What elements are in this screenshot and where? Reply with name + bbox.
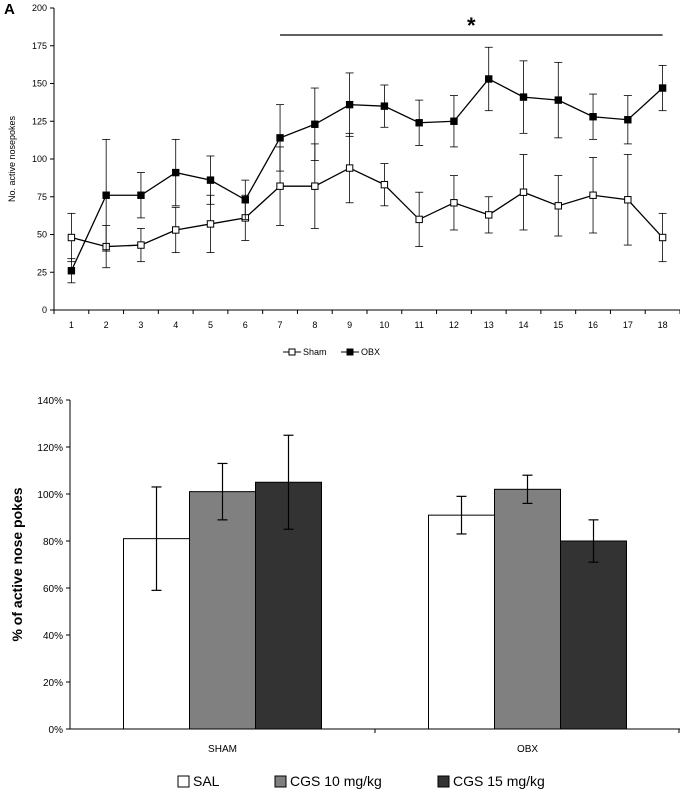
data-point-sham (415, 215, 423, 224)
data-point-obx (67, 267, 76, 275)
data-point-obx (589, 113, 597, 121)
legend-label-a: OBX (361, 347, 380, 357)
y-tick-label-b: 0% (49, 725, 64, 736)
x-tick-label-a: 7 (278, 320, 283, 330)
data-point-sham (311, 182, 319, 190)
x-tick-label-a: 2 (104, 320, 109, 330)
x-tick-label-a: 17 (623, 320, 633, 330)
data-point-obx (485, 75, 493, 83)
y-tick-label-b: 20% (43, 678, 63, 689)
legend-marker-a (288, 348, 296, 356)
y-tick-label-b: 100% (37, 490, 63, 501)
data-point-obx (450, 117, 458, 125)
y-axis-title-b: % of active nose pokes (9, 487, 25, 641)
data-point-sham (345, 164, 354, 172)
data-point-obx (415, 119, 423, 127)
data-point-obx (311, 120, 319, 128)
y-tick-label-a: 75 (37, 192, 47, 202)
data-point-obx (519, 93, 528, 101)
y-tick-label-b: 40% (43, 631, 63, 642)
data-point-obx (380, 102, 389, 110)
bar-obx-2 (494, 488, 561, 730)
data-point-sham (172, 226, 180, 234)
x-tick-label-a: 1 (69, 320, 74, 330)
y-tick-label-a: 175 (32, 41, 47, 51)
x-tick-label-a: 3 (138, 320, 143, 330)
data-point-obx (554, 96, 562, 104)
data-point-sham (380, 180, 389, 189)
x-tick-label-a: 5 (208, 320, 213, 330)
legend-label-b: CGS 15 mg/kg (453, 773, 545, 789)
data-point-sham (485, 211, 493, 219)
legend-label-a: Sham (303, 347, 327, 357)
panel-label-a: A (4, 1, 15, 18)
x-tick-label-a: 13 (484, 320, 494, 330)
x-tick-label-a: 8 (312, 320, 317, 330)
data-point-obx (102, 191, 110, 199)
legend-label-b: CGS 10 mg/kg (290, 773, 382, 789)
x-tick-label-a: 6 (243, 320, 248, 330)
x-tick-label-b: OBX (517, 744, 538, 755)
data-point-sham (450, 199, 458, 207)
data-point-obx (658, 84, 667, 92)
x-tick-label-a: 10 (379, 320, 389, 330)
x-tick-label-a: 15 (553, 320, 563, 330)
data-point-sham (276, 182, 284, 190)
legend-swatch-b (274, 775, 287, 788)
data-point-sham (554, 202, 562, 210)
data-point-sham (519, 188, 528, 196)
x-tick-label-a: 12 (449, 320, 459, 330)
y-tick-label-a: 200 (32, 3, 47, 13)
data-point-obx (241, 196, 249, 204)
x-tick-label-b: SHAM (208, 744, 237, 755)
data-point-sham (624, 196, 632, 204)
legend-label-b: SAL (193, 773, 220, 789)
data-point-obx (172, 168, 180, 177)
data-point-sham (137, 241, 145, 249)
data-point-sham (67, 233, 76, 242)
y-tick-label-a: 100 (32, 154, 47, 164)
data-point-obx (276, 134, 284, 142)
data-point-sham (589, 191, 597, 199)
data-point-obx (137, 191, 145, 199)
x-tick-label-a: 4 (173, 320, 178, 330)
data-point-sham (658, 233, 667, 242)
series-line-obx (70, 78, 664, 272)
x-tick-label-a: 16 (588, 320, 598, 330)
data-point-sham (206, 220, 215, 228)
panel-label-b: B (4, 390, 15, 394)
data-point-obx (624, 116, 632, 124)
bar-obx-3 (560, 540, 627, 730)
significance-star: * (467, 13, 476, 38)
y-tick-label-b: 80% (43, 537, 63, 548)
legend-swatch-b (177, 775, 190, 788)
y-tick-label-a: 0 (42, 305, 47, 315)
legend-marker-a (346, 348, 354, 356)
x-tick-label-a: 11 (414, 320, 423, 330)
series-line-sham (71, 167, 664, 248)
chart-b: B 0% 20% 40% 60% 80% 100% 120% 140% % of active n… (4, 390, 680, 789)
y-axis-title-a: No. active nosepokes (7, 115, 17, 202)
bar-sham-2 (189, 491, 256, 730)
y-tick-label-a: 125 (32, 116, 47, 126)
y-tick-label-b: 140% (37, 396, 63, 407)
data-point-obx (206, 176, 215, 184)
x-tick-label-a: 18 (658, 320, 668, 330)
y-tick-label-b: 60% (43, 584, 63, 595)
y-tick-label-a: 150 (32, 79, 47, 89)
y-tick-label-a: 50 (37, 230, 47, 240)
bar-obx-1 (428, 514, 495, 730)
y-tick-label-a: 25 (37, 267, 47, 277)
x-tick-label-a: 14 (518, 320, 528, 330)
legend-swatch-b (437, 775, 450, 788)
y-tick-label-b: 120% (37, 443, 63, 454)
data-point-obx (345, 100, 354, 109)
x-tick-label-a: 9 (347, 320, 352, 330)
